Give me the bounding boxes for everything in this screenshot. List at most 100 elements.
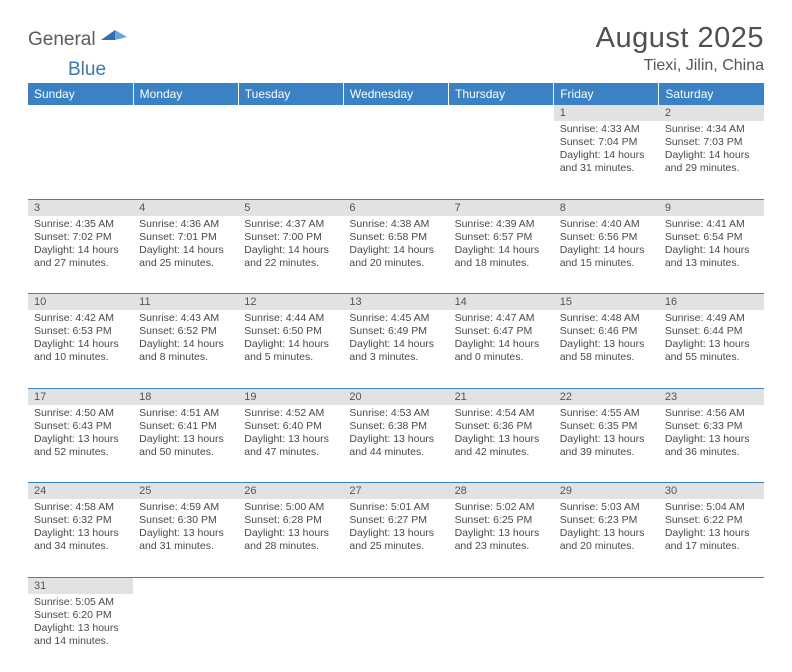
daynum-cell: [238, 577, 343, 594]
day-content: Sunrise: 4:59 AMSunset: 6:30 PMDaylight:…: [133, 499, 238, 557]
daynum-cell: [343, 577, 448, 594]
day-number: 28: [449, 483, 554, 499]
daynum-row: 12: [28, 105, 764, 121]
daynum-cell: 30: [659, 483, 764, 500]
daynum-cell: 16: [659, 294, 764, 311]
weekday-header: Saturday: [659, 83, 764, 105]
daynum-cell: 10: [28, 294, 133, 311]
day-number: 24: [28, 483, 133, 499]
calendar-cell: Sunrise: 4:37 AMSunset: 7:00 PMDaylight:…: [238, 216, 343, 294]
logo-text-blue: Blue: [68, 59, 106, 81]
calendar-row: Sunrise: 4:33 AMSunset: 7:04 PMDaylight:…: [28, 121, 764, 199]
daynum-cell: 22: [554, 388, 659, 405]
day-content: Sunrise: 4:38 AMSunset: 6:58 PMDaylight:…: [343, 216, 448, 274]
calendar-row: Sunrise: 4:58 AMSunset: 6:32 PMDaylight:…: [28, 499, 764, 577]
calendar-cell: [133, 121, 238, 199]
weekday-header: Wednesday: [343, 83, 448, 105]
day-number: 30: [659, 483, 764, 499]
title-block: August 2025 Tiexi, Jilin, China: [596, 22, 764, 75]
daynum-row: 31: [28, 577, 764, 594]
day-content: Sunrise: 4:45 AMSunset: 6:49 PMDaylight:…: [343, 310, 448, 368]
day-number: 20: [343, 389, 448, 405]
daynum-cell: 31: [28, 577, 133, 594]
calendar-cell: [449, 121, 554, 199]
daynum-cell: 12: [238, 294, 343, 311]
calendar-row: Sunrise: 4:50 AMSunset: 6:43 PMDaylight:…: [28, 405, 764, 483]
daynum-cell: 26: [238, 483, 343, 500]
day-number: 19: [238, 389, 343, 405]
day-content: Sunrise: 5:04 AMSunset: 6:22 PMDaylight:…: [659, 499, 764, 557]
day-number: 15: [554, 294, 659, 310]
day-content: Sunrise: 4:40 AMSunset: 6:56 PMDaylight:…: [554, 216, 659, 274]
day-number: 18: [133, 389, 238, 405]
calendar-cell: [238, 121, 343, 199]
weekday-header: Thursday: [449, 83, 554, 105]
day-number: 10: [28, 294, 133, 310]
calendar-cell: Sunrise: 4:56 AMSunset: 6:33 PMDaylight:…: [659, 405, 764, 483]
day-content: Sunrise: 4:37 AMSunset: 7:00 PMDaylight:…: [238, 216, 343, 274]
daynum-cell: [554, 577, 659, 594]
day-number: 14: [449, 294, 554, 310]
day-content: Sunrise: 4:33 AMSunset: 7:04 PMDaylight:…: [554, 121, 659, 179]
daynum-cell: 15: [554, 294, 659, 311]
calendar-row: Sunrise: 4:42 AMSunset: 6:53 PMDaylight:…: [28, 310, 764, 388]
daynum-cell: 23: [659, 388, 764, 405]
calendar-cell: Sunrise: 5:04 AMSunset: 6:22 PMDaylight:…: [659, 499, 764, 577]
calendar-cell: Sunrise: 5:01 AMSunset: 6:27 PMDaylight:…: [343, 499, 448, 577]
day-number: 26: [238, 483, 343, 499]
calendar-cell: [659, 594, 764, 672]
day-content: Sunrise: 4:39 AMSunset: 6:57 PMDaylight:…: [449, 216, 554, 274]
day-content: Sunrise: 4:36 AMSunset: 7:01 PMDaylight:…: [133, 216, 238, 274]
daynum-cell: 7: [449, 199, 554, 216]
daynum-cell: [449, 105, 554, 121]
daynum-row: 24252627282930: [28, 483, 764, 500]
daynum-cell: [659, 577, 764, 594]
calendar-cell: Sunrise: 4:33 AMSunset: 7:04 PMDaylight:…: [554, 121, 659, 199]
weekday-header: Sunday: [28, 83, 133, 105]
day-content: Sunrise: 4:34 AMSunset: 7:03 PMDaylight:…: [659, 121, 764, 179]
day-content: Sunrise: 5:03 AMSunset: 6:23 PMDaylight:…: [554, 499, 659, 557]
daynum-row: 10111213141516: [28, 294, 764, 311]
calendar-cell: Sunrise: 4:54 AMSunset: 6:36 PMDaylight:…: [449, 405, 554, 483]
day-content: Sunrise: 4:49 AMSunset: 6:44 PMDaylight:…: [659, 310, 764, 368]
calendar-cell: Sunrise: 5:02 AMSunset: 6:25 PMDaylight:…: [449, 499, 554, 577]
calendar-cell: Sunrise: 4:35 AMSunset: 7:02 PMDaylight:…: [28, 216, 133, 294]
day-content: Sunrise: 4:35 AMSunset: 7:02 PMDaylight:…: [28, 216, 133, 274]
day-content: Sunrise: 4:42 AMSunset: 6:53 PMDaylight:…: [28, 310, 133, 368]
day-number: 2: [659, 105, 764, 121]
day-number: 23: [659, 389, 764, 405]
calendar-cell: Sunrise: 4:58 AMSunset: 6:32 PMDaylight:…: [28, 499, 133, 577]
day-number: 11: [133, 294, 238, 310]
calendar-cell: Sunrise: 5:03 AMSunset: 6:23 PMDaylight:…: [554, 499, 659, 577]
day-number: 3: [28, 200, 133, 216]
daynum-cell: 29: [554, 483, 659, 500]
day-content: Sunrise: 4:56 AMSunset: 6:33 PMDaylight:…: [659, 405, 764, 463]
page-title: August 2025: [596, 22, 764, 55]
calendar-cell: Sunrise: 4:45 AMSunset: 6:49 PMDaylight:…: [343, 310, 448, 388]
day-number: 1: [554, 105, 659, 121]
calendar-cell: Sunrise: 4:52 AMSunset: 6:40 PMDaylight:…: [238, 405, 343, 483]
day-number: 9: [659, 200, 764, 216]
day-number: 27: [343, 483, 448, 499]
daynum-cell: 1: [554, 105, 659, 121]
day-number: 29: [554, 483, 659, 499]
calendar-cell: Sunrise: 4:48 AMSunset: 6:46 PMDaylight:…: [554, 310, 659, 388]
calendar-cell: Sunrise: 4:43 AMSunset: 6:52 PMDaylight:…: [133, 310, 238, 388]
day-content: Sunrise: 5:02 AMSunset: 6:25 PMDaylight:…: [449, 499, 554, 557]
day-content: Sunrise: 4:44 AMSunset: 6:50 PMDaylight:…: [238, 310, 343, 368]
day-content: Sunrise: 4:58 AMSunset: 6:32 PMDaylight:…: [28, 499, 133, 557]
logo: General: [28, 22, 129, 51]
day-number: 7: [449, 200, 554, 216]
day-content: Sunrise: 4:43 AMSunset: 6:52 PMDaylight:…: [133, 310, 238, 368]
daynum-row: 17181920212223: [28, 388, 764, 405]
calendar-cell: Sunrise: 4:55 AMSunset: 6:35 PMDaylight:…: [554, 405, 659, 483]
daynum-cell: 18: [133, 388, 238, 405]
daynum-cell: 28: [449, 483, 554, 500]
calendar-cell: [238, 594, 343, 672]
daynum-cell: 17: [28, 388, 133, 405]
day-content: Sunrise: 5:05 AMSunset: 6:20 PMDaylight:…: [28, 594, 133, 652]
calendar-cell: Sunrise: 4:40 AMSunset: 6:56 PMDaylight:…: [554, 216, 659, 294]
daynum-cell: [238, 105, 343, 121]
header: General August 2025 Tiexi, Jilin, China: [28, 22, 764, 75]
logo-text-general: General: [28, 29, 96, 51]
